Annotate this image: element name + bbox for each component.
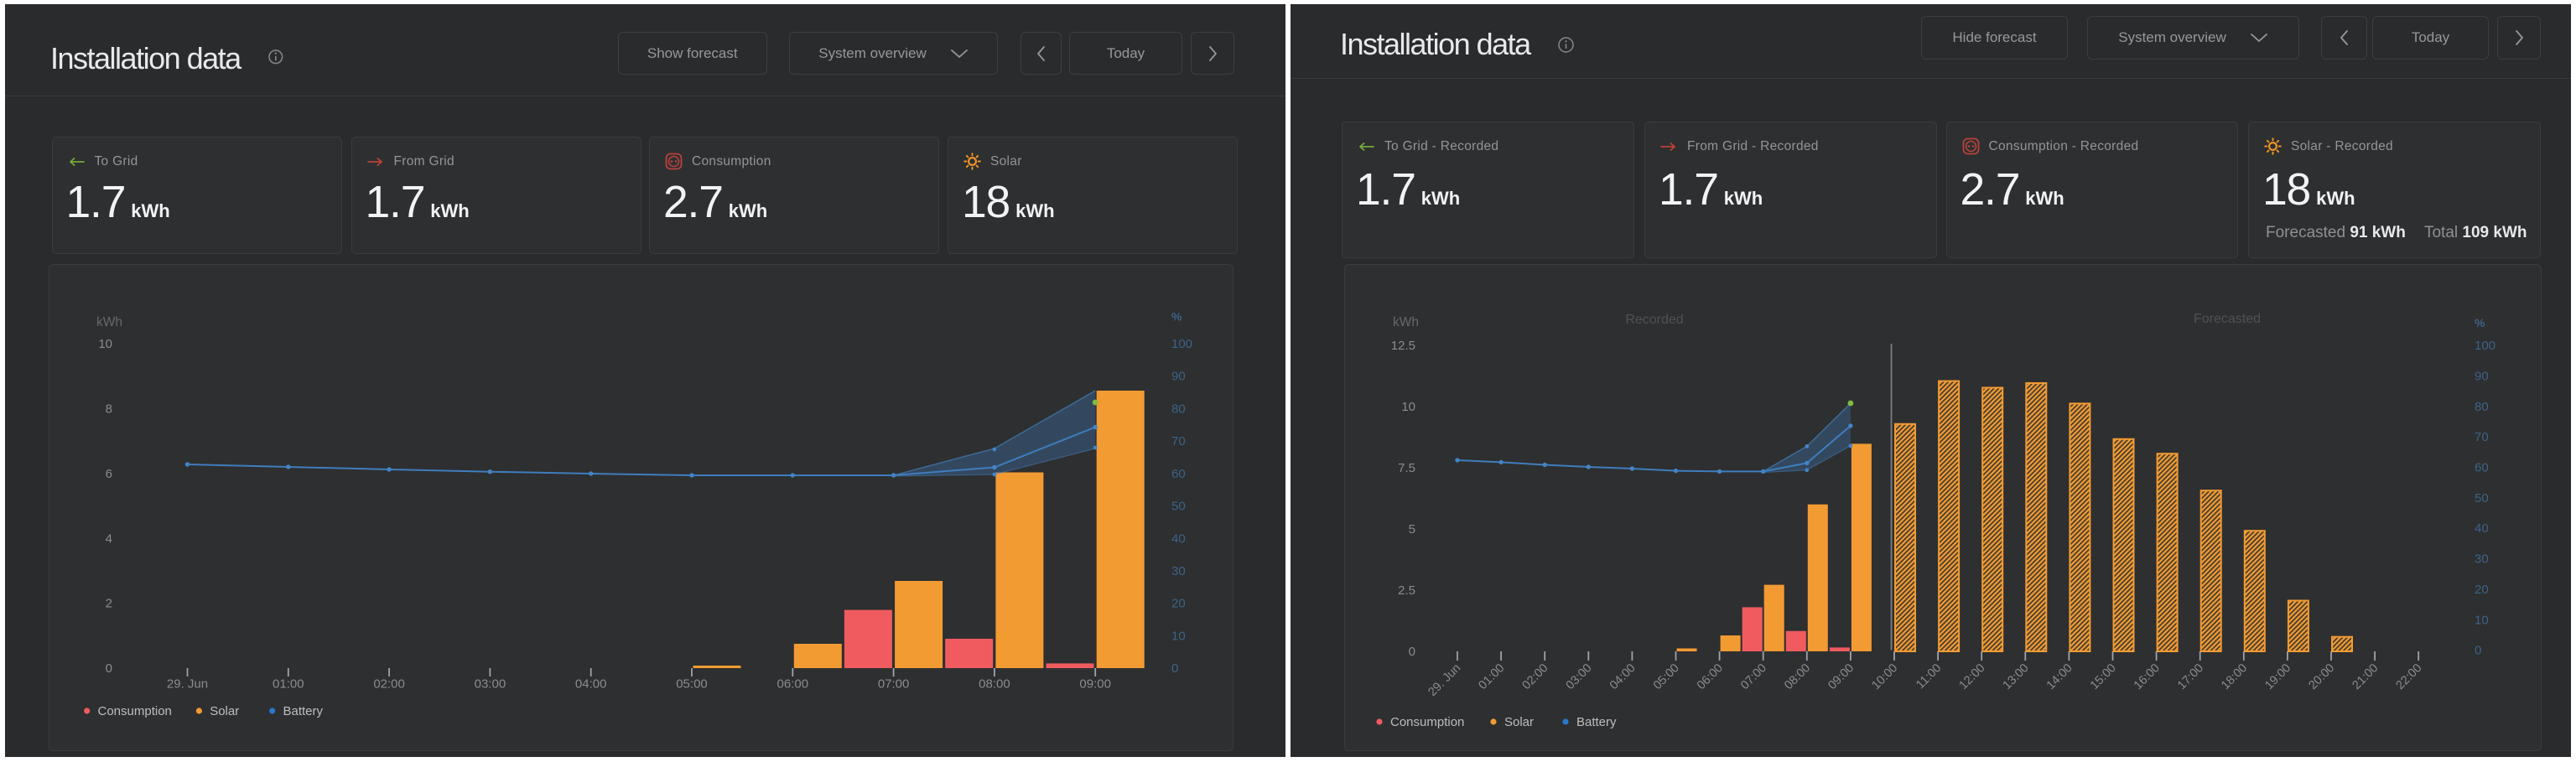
svg-text:10:00: 10:00 — [1869, 661, 1900, 692]
svg-text:100: 100 — [1171, 337, 1192, 351]
svg-text:Consumption: Consumption — [98, 704, 172, 718]
svg-text:70: 70 — [2475, 430, 2489, 444]
svg-text:kWh: kWh — [96, 315, 122, 329]
svg-text:03:00: 03:00 — [1564, 661, 1595, 692]
svg-text:18:00: 18:00 — [2219, 661, 2250, 692]
svg-text:16:00: 16:00 — [2132, 661, 2163, 692]
svg-text:12:00: 12:00 — [1957, 661, 1988, 692]
svg-text:kWh: kWh — [1393, 315, 1419, 329]
svg-text:20:00: 20:00 — [2306, 661, 2337, 692]
svg-text:10: 10 — [2475, 613, 2489, 627]
svg-text:15:00: 15:00 — [2088, 661, 2119, 692]
svg-text:11:00: 11:00 — [1914, 661, 1944, 692]
svg-text:07:00: 07:00 — [1738, 661, 1769, 692]
svg-text:%: % — [2475, 316, 2485, 329]
svg-text:%: % — [1171, 310, 1182, 324]
svg-text:0: 0 — [1409, 645, 1415, 659]
svg-text:80: 80 — [2475, 400, 2489, 414]
svg-text:Consumption: Consumption — [1390, 715, 1464, 729]
svg-text:04:00: 04:00 — [575, 677, 607, 692]
svg-text:19:00: 19:00 — [2262, 661, 2293, 692]
svg-text:21:00: 21:00 — [2350, 661, 2381, 692]
svg-text:50: 50 — [1171, 500, 1186, 514]
svg-text:06:00: 06:00 — [777, 677, 809, 692]
svg-text:04:00: 04:00 — [1607, 661, 1639, 692]
svg-text:5: 5 — [1409, 522, 1415, 537]
svg-text:Battery: Battery — [1576, 715, 1617, 729]
svg-text:05:00: 05:00 — [1651, 661, 1682, 692]
svg-text:08:00: 08:00 — [979, 677, 1010, 692]
svg-text:14:00: 14:00 — [2044, 661, 2075, 692]
svg-text:09:00: 09:00 — [1826, 661, 1857, 692]
svg-text:22:00: 22:00 — [2394, 661, 2425, 692]
svg-text:17:00: 17:00 — [2175, 661, 2206, 692]
svg-text:12.5: 12.5 — [1391, 339, 1415, 353]
svg-text:Forecasted: Forecasted — [2194, 312, 2261, 326]
svg-text:50: 50 — [2475, 491, 2489, 505]
svg-text:90: 90 — [1171, 370, 1186, 384]
svg-text:Solar: Solar — [210, 704, 239, 718]
svg-text:4: 4 — [106, 531, 112, 546]
svg-text:2.5: 2.5 — [1398, 583, 1415, 598]
svg-text:03:00: 03:00 — [475, 677, 506, 692]
svg-text:90: 90 — [2475, 370, 2489, 384]
svg-text:60: 60 — [2475, 461, 2489, 475]
svg-text:20: 20 — [1171, 597, 1186, 611]
svg-text:30: 30 — [2475, 552, 2489, 567]
svg-text:30: 30 — [1171, 564, 1186, 578]
svg-text:08:00: 08:00 — [1782, 661, 1813, 692]
svg-text:02:00: 02:00 — [1520, 661, 1551, 692]
svg-text:02:00: 02:00 — [373, 677, 405, 692]
svg-text:07:00: 07:00 — [878, 677, 910, 692]
svg-text:40: 40 — [1171, 531, 1186, 546]
svg-text:29. Jun: 29. Jun — [1426, 661, 1463, 699]
svg-text:Recorded: Recorded — [1625, 313, 1683, 327]
svg-text:2: 2 — [106, 597, 112, 611]
svg-text:10: 10 — [1401, 400, 1415, 414]
svg-text:20: 20 — [2475, 583, 2489, 597]
svg-text:01:00: 01:00 — [273, 677, 304, 692]
svg-text:13:00: 13:00 — [2001, 661, 2032, 692]
svg-text:7.5: 7.5 — [1398, 461, 1415, 475]
svg-text:01:00: 01:00 — [1476, 661, 1507, 692]
svg-text:60: 60 — [1171, 467, 1186, 481]
svg-text:29. Jun: 29. Jun — [167, 677, 208, 692]
svg-text:06:00: 06:00 — [1695, 661, 1726, 692]
svg-text:8: 8 — [106, 402, 112, 416]
svg-text:10: 10 — [98, 337, 112, 351]
svg-text:Solar: Solar — [1504, 715, 1534, 729]
svg-text:05:00: 05:00 — [676, 677, 708, 692]
svg-text:80: 80 — [1171, 402, 1186, 416]
svg-text:70: 70 — [1171, 434, 1186, 448]
svg-text:100: 100 — [2475, 339, 2496, 353]
svg-text:0: 0 — [1171, 661, 1178, 676]
svg-text:09:00: 09:00 — [1079, 677, 1111, 692]
svg-text:Battery: Battery — [283, 704, 324, 718]
svg-text:10: 10 — [1171, 630, 1186, 644]
svg-text:40: 40 — [2475, 521, 2489, 536]
svg-text:0: 0 — [106, 661, 112, 676]
svg-text:6: 6 — [106, 467, 112, 481]
svg-text:0: 0 — [2475, 644, 2481, 658]
